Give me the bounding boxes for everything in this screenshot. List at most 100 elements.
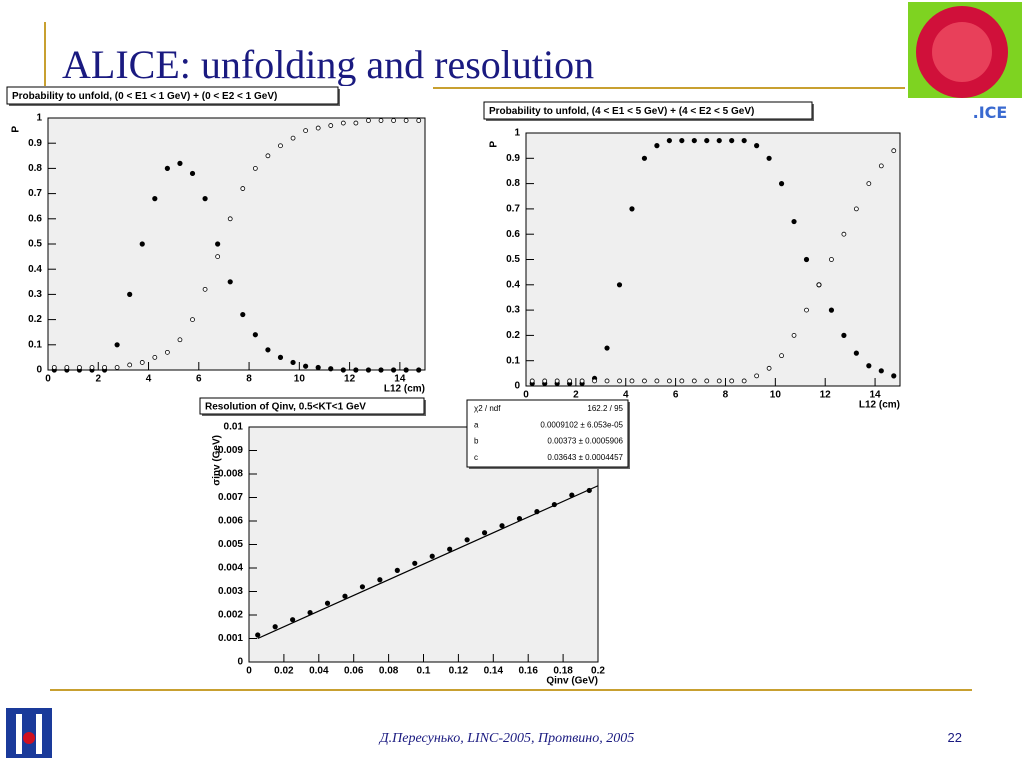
charts: Probability to unfold, (0 < E1 < 1 GeV) … [6, 86, 901, 687]
data-point [403, 367, 409, 373]
data-point [878, 368, 884, 374]
data-point [89, 365, 95, 370]
data-point [716, 378, 722, 384]
y-tick-label: 0.2 [506, 330, 520, 341]
data-point [778, 181, 785, 187]
data-point [391, 118, 396, 123]
x-tick-label: 14 [870, 390, 882, 401]
y-tick-label: 0.8 [28, 163, 42, 174]
data-point [394, 567, 400, 573]
data-point [265, 153, 271, 159]
x-axis-label: L12 (cm) [859, 400, 900, 411]
data-point [114, 365, 120, 370]
data-point [828, 307, 835, 313]
y-tick-label: 0.002 [218, 610, 243, 621]
data-point [240, 186, 246, 191]
data-point [754, 373, 760, 379]
data-point [164, 165, 170, 171]
x-tick-label: 12 [344, 374, 356, 385]
data-point [340, 367, 346, 373]
data-point [629, 378, 635, 384]
y-tick-label: 0.3 [28, 289, 42, 300]
data-point [679, 378, 685, 384]
stats-value: 0.00373 ± 0.0005906 [547, 437, 623, 446]
y-tick-label: 0.008 [218, 469, 243, 480]
data-point [766, 365, 772, 371]
y-tick-label: 0.006 [218, 516, 243, 527]
data-point [654, 143, 660, 149]
data-point [741, 378, 747, 384]
y-tick-label: 0 [514, 381, 520, 392]
data-point [377, 577, 383, 583]
data-point [252, 165, 258, 171]
data-point [629, 206, 635, 212]
data-point [567, 378, 573, 384]
x-axis-label: Qinv (GeV) [546, 676, 598, 687]
y-tick-label: 0.6 [28, 213, 42, 224]
x-tick-label: 0.2 [591, 666, 605, 677]
data-point [542, 378, 548, 384]
plot-area [525, 132, 901, 387]
data-point [592, 378, 597, 384]
data-point [303, 363, 309, 369]
footer-text: Д.Пересунько, LINC-2005, Протвино, 2005 [378, 731, 634, 746]
title-box [199, 397, 425, 415]
y-tick-label: 0.4 [28, 264, 42, 275]
x-tick-label: 2 [95, 374, 101, 385]
stats-value: 162.2 / 95 [587, 404, 623, 413]
data-point [464, 537, 470, 543]
data-point [359, 584, 366, 590]
slide-title: ALICE: unfolding and resolution [62, 42, 594, 87]
data-point [679, 137, 685, 144]
data-point [366, 118, 371, 123]
y-tick-label: 1 [36, 113, 42, 124]
data-point [841, 332, 847, 338]
data-point [390, 367, 397, 373]
y-tick-label: 0.7 [28, 188, 42, 199]
x-tick-label: 0 [45, 374, 51, 385]
data-point [315, 125, 321, 131]
data-point [529, 378, 535, 384]
data-point [215, 254, 221, 260]
data-point [666, 137, 672, 144]
data-point [816, 282, 822, 288]
data-point [324, 600, 331, 606]
data-point [499, 523, 505, 529]
data-point [604, 345, 610, 351]
title-box [6, 86, 339, 105]
y-tick-label: 0.9 [506, 153, 520, 164]
y-tick-label: 0.9 [28, 138, 42, 149]
data-point [152, 354, 158, 360]
data-point [481, 530, 488, 536]
data-point [729, 378, 735, 384]
data-point [139, 241, 145, 247]
x-tick-label: 2 [573, 390, 579, 401]
data-point [841, 231, 847, 237]
y-tick-label: 0.5 [28, 239, 42, 250]
data-point [616, 282, 623, 288]
y-tick-label: 0 [36, 365, 42, 376]
data-point [691, 137, 697, 144]
page-number: 22 [948, 730, 962, 745]
data-point [416, 367, 422, 373]
data-point [315, 364, 321, 371]
data-point [353, 120, 359, 126]
data-point [227, 216, 233, 222]
y-tick-label: 1 [514, 128, 520, 139]
data-point [177, 160, 183, 166]
x-tick-label: 12 [820, 390, 832, 401]
y-tick-label: 0.003 [218, 586, 243, 597]
data-point [177, 337, 183, 343]
x-tick-label: 0.18 [553, 666, 573, 677]
data-point [779, 353, 784, 359]
data-point [791, 218, 797, 225]
data-point [866, 363, 872, 369]
data-point [365, 367, 372, 373]
data-point [272, 624, 278, 630]
data-point [127, 291, 133, 297]
x-tick-label: 4 [623, 390, 629, 401]
data-point [127, 362, 133, 368]
x-tick-label: 8 [723, 390, 729, 401]
data-point [654, 378, 660, 384]
stats-value: 0.0009102 ± 6.053e-05 [540, 420, 623, 429]
